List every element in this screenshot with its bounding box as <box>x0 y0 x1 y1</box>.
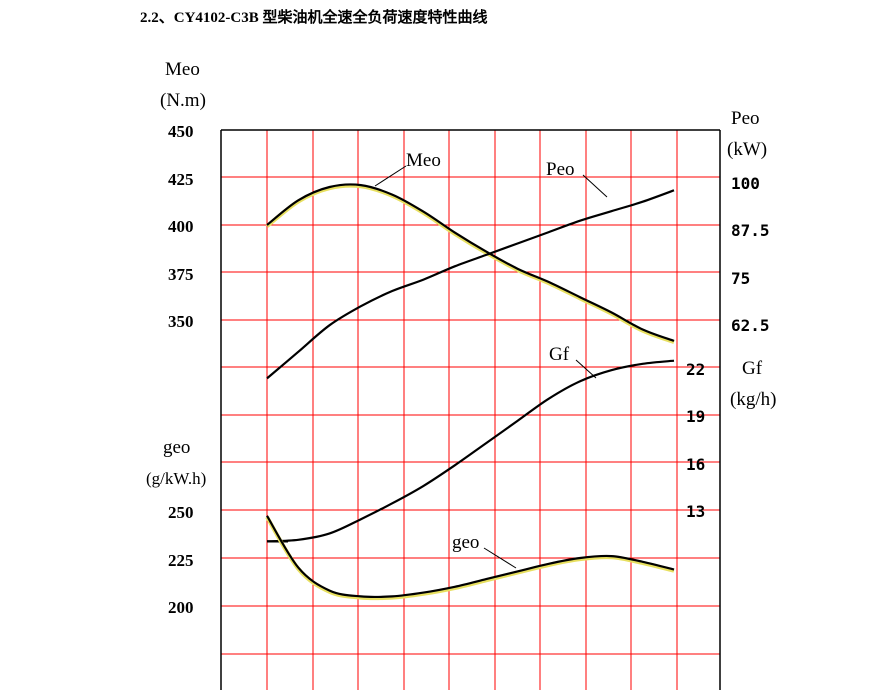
gf-curve <box>267 361 674 542</box>
meo-tick-label: 450 <box>168 122 194 141</box>
gf-axis-label: Gf <box>742 358 763 379</box>
meo-tick-label: 375 <box>168 265 194 284</box>
gf-tick-label: 19 <box>686 407 705 426</box>
geo-tick-label: 250 <box>168 503 194 522</box>
geo-tick-label: 225 <box>168 551 194 570</box>
gf-curve-label: Gf <box>549 344 570 365</box>
gf-tick-label: 13 <box>686 502 705 521</box>
peo-tick-label: 100 <box>731 174 760 193</box>
peo-leader-line <box>583 175 607 197</box>
gf-tick-label: 22 <box>686 360 705 379</box>
geo-axis-label: geo <box>163 437 190 458</box>
peo-axis-unit: (kW) <box>727 139 767 160</box>
peo-tick-label: 75 <box>731 269 750 288</box>
gf-tick-label: 16 <box>686 455 705 474</box>
peo-axis-label: Peo <box>731 108 760 129</box>
geo-tick-label: 200 <box>168 598 194 617</box>
peo-curve <box>267 190 674 378</box>
peo-tick-label: 62.5 <box>731 316 770 335</box>
meo-curve <box>267 184 674 340</box>
meo-tick-label: 400 <box>168 217 194 236</box>
geo-axis-unit: (g/kW.h) <box>146 469 206 488</box>
meo-curve-highlight <box>267 186 674 342</box>
meo-curve-label: Meo <box>406 150 441 171</box>
meo-axis-unit: (N.m) <box>160 90 206 111</box>
chart-grid <box>221 130 720 690</box>
meo-tick-label: 350 <box>168 312 194 331</box>
meo-axis-label: Meo <box>165 59 200 80</box>
peo-curve-label: Peo <box>546 159 575 180</box>
peo-tick-label: 87.5 <box>731 221 770 240</box>
meo-tick-label: 425 <box>168 170 194 189</box>
gf-axis-unit: (kg/h) <box>730 389 776 410</box>
meo-leader-line <box>375 166 406 186</box>
geo-curve-label: geo <box>452 532 479 553</box>
